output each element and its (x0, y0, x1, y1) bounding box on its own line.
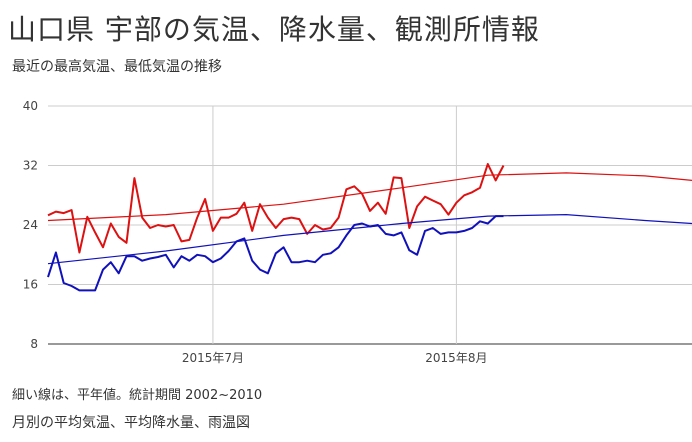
observed-line-1 (47, 215, 504, 292)
y-axis-ticks: 8 16 24 32 40 (23, 99, 38, 351)
temperature-chart: 8 16 24 32 40 2015年7月 2015年8月 (23, 99, 692, 365)
normal-line-3 (47, 213, 692, 265)
y-tick-label: 16 (23, 278, 38, 292)
page-title: 山口県 宇部の気温、降水量、観測所情報 (8, 13, 540, 46)
series-lines (47, 163, 692, 292)
monthly-climate-link[interactable]: 月別の平均気温、平均降水量、雨温図 (12, 415, 250, 431)
y-tick-label: 24 (23, 218, 38, 232)
y-tick-label: 32 (23, 159, 38, 173)
chart-note: 細い線は、平年値。統計期間 2002~2010 (12, 388, 263, 403)
chart-subtitle: 最近の最高気温、最低気温の推移 (12, 59, 222, 75)
y-tick-label: 8 (30, 337, 38, 351)
observed-line-0 (47, 163, 505, 254)
normal-line-2 (47, 172, 692, 222)
x-axis-ticks: 2015年7月 2015年8月 (182, 351, 488, 365)
x-tick-label: 2015年7月 (182, 351, 244, 365)
x-tick-label: 2015年8月 (425, 351, 487, 365)
y-tick-label: 40 (23, 99, 38, 113)
